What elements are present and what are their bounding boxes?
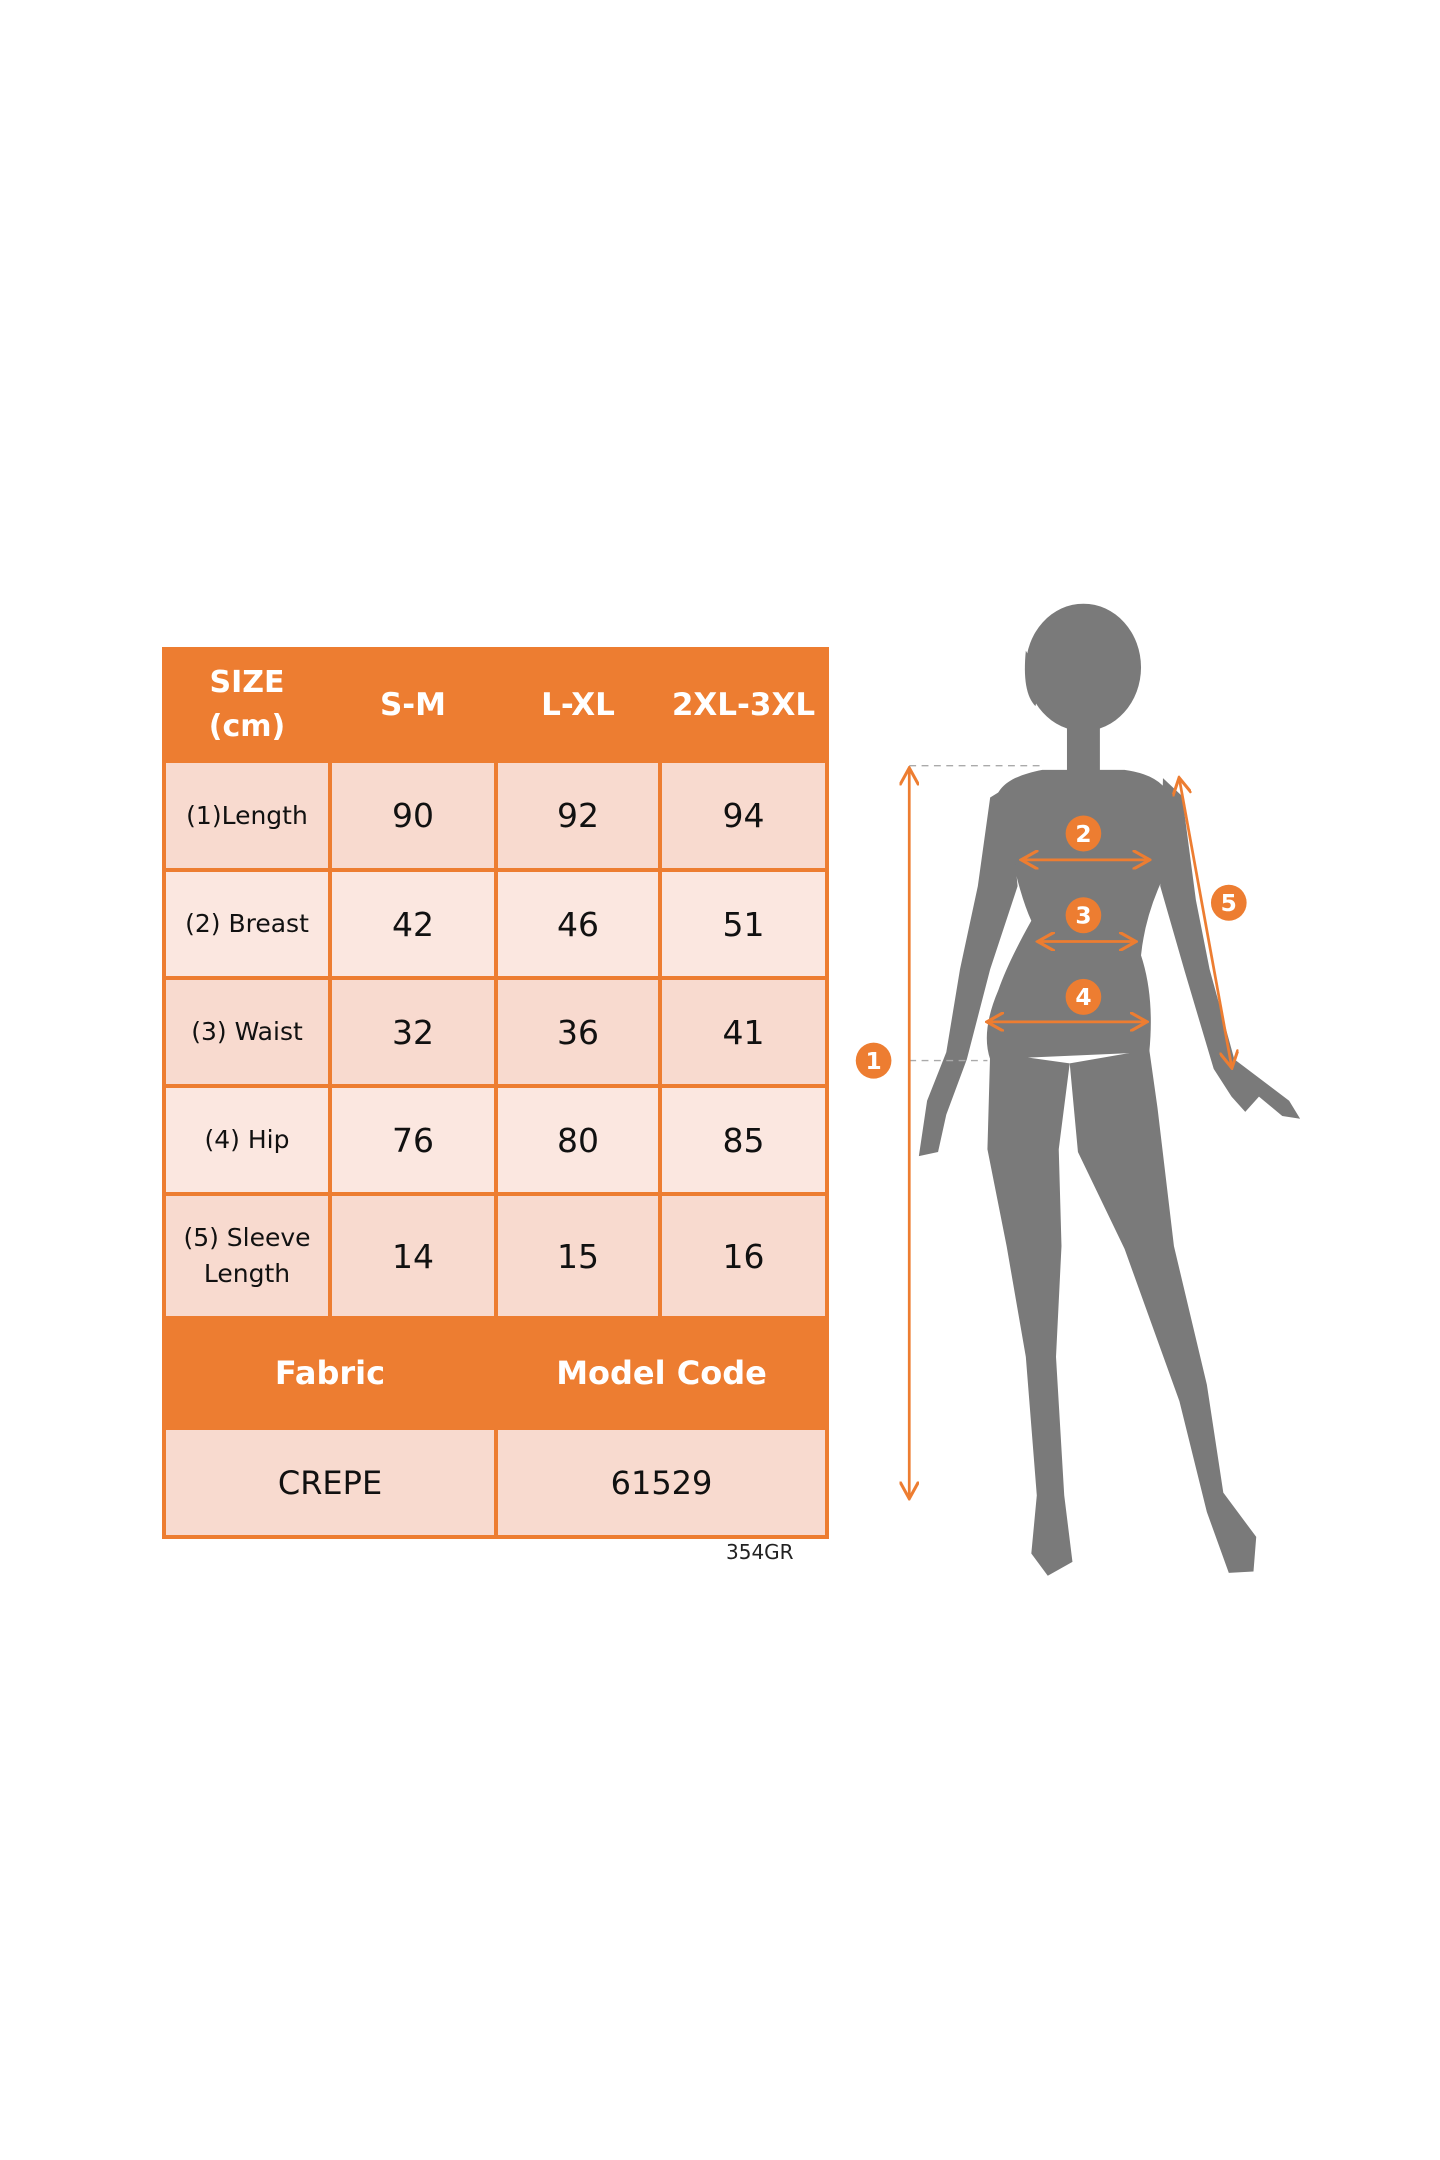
- col-header-s-m: S-M: [328, 647, 498, 763]
- size-header: SIZE (cm): [162, 647, 332, 763]
- marker-5: 5: [1210, 884, 1247, 921]
- footer-value-row: CREPE 61529: [162, 1426, 829, 1539]
- cell-value: 15: [494, 1192, 662, 1320]
- cell-value: 80: [494, 1084, 662, 1196]
- row-label: (5) Sleeve Length: [162, 1192, 332, 1320]
- cell-value: 16: [658, 1192, 829, 1320]
- guide-lines: [909, 765, 1043, 1062]
- silhouette-head: [1025, 603, 1142, 732]
- col-header-2xl-3xl: 2XL-3XL: [658, 647, 829, 763]
- marker-4-label: 4: [1075, 983, 1091, 1011]
- silhouette-left-leg: [987, 1052, 1073, 1576]
- table-row: (2) Breast 42 46 51: [162, 868, 829, 980]
- cell-value: 92: [494, 759, 662, 872]
- fabric-value: CREPE: [162, 1426, 498, 1539]
- silhouette: [918, 603, 1301, 1576]
- row-label-line1: (5) Sleeve: [183, 1223, 311, 1252]
- cell-value: 36: [494, 976, 662, 1088]
- cell-value: 85: [658, 1084, 829, 1196]
- cell-value: 41: [658, 976, 829, 1088]
- silhouette-right-leg: [1069, 1049, 1257, 1573]
- fabric-header: Fabric: [162, 1316, 498, 1430]
- table-row: (5) Sleeve Length 14 15 16: [162, 1192, 829, 1320]
- marker-4: 4: [1065, 978, 1102, 1015]
- size-label: SIZE: [209, 665, 285, 700]
- col-header-l-xl: L-XL: [494, 647, 662, 763]
- table-row: (4) Hip 76 80 85: [162, 1084, 829, 1196]
- marker-2-label: 2: [1075, 820, 1091, 848]
- product-code: 354GR: [726, 1540, 794, 1564]
- cell-value: 14: [328, 1192, 498, 1320]
- cell-value: 94: [658, 759, 829, 872]
- marker-5-label: 5: [1221, 889, 1237, 917]
- header-row: SIZE (cm) S-M L-XL 2XL-3XL: [162, 647, 829, 763]
- marker-3-label: 3: [1075, 901, 1091, 929]
- cell-value: 51: [658, 868, 829, 980]
- silhouette-right-arm: [1160, 778, 1301, 1119]
- measurement-arrows: [909, 770, 1231, 1497]
- marker-2: 2: [1065, 815, 1102, 852]
- cell-value: 46: [494, 868, 662, 980]
- row-label: (4) Hip: [162, 1084, 332, 1196]
- silhouette-left-arm: [918, 786, 1018, 1157]
- table-row: (1)Length 90 92 94: [162, 759, 829, 872]
- measurement-markers: 1 2 3 4 5: [855, 815, 1247, 1079]
- cell-value: 76: [328, 1084, 498, 1196]
- model-code-value: 61529: [494, 1426, 829, 1539]
- sleeve-arrow: [1179, 780, 1231, 1067]
- footer-header-row: Fabric Model Code: [162, 1316, 829, 1430]
- row-label-line2: Length: [203, 1259, 291, 1288]
- table-row: (3) Waist 32 36 41: [162, 976, 829, 1088]
- row-label: (2) Breast: [162, 868, 332, 980]
- size-chart-table: SIZE (cm) S-M L-XL 2XL-3XL (1)Length 90 9…: [162, 647, 829, 1539]
- silhouette-neck: [1066, 713, 1100, 780]
- row-label: (1)Length: [162, 759, 332, 872]
- marker-1: 1: [855, 1042, 892, 1079]
- cell-value: 42: [328, 868, 498, 980]
- marker-1-label: 1: [865, 1047, 881, 1075]
- marker-3: 3: [1065, 897, 1102, 934]
- cell-value: 32: [328, 976, 498, 1088]
- cell-value: 90: [328, 759, 498, 872]
- row-label: (3) Waist: [162, 976, 332, 1088]
- silhouette-hair: [1024, 650, 1043, 707]
- model-code-header: Model Code: [494, 1316, 829, 1430]
- unit-label: (cm): [208, 709, 286, 744]
